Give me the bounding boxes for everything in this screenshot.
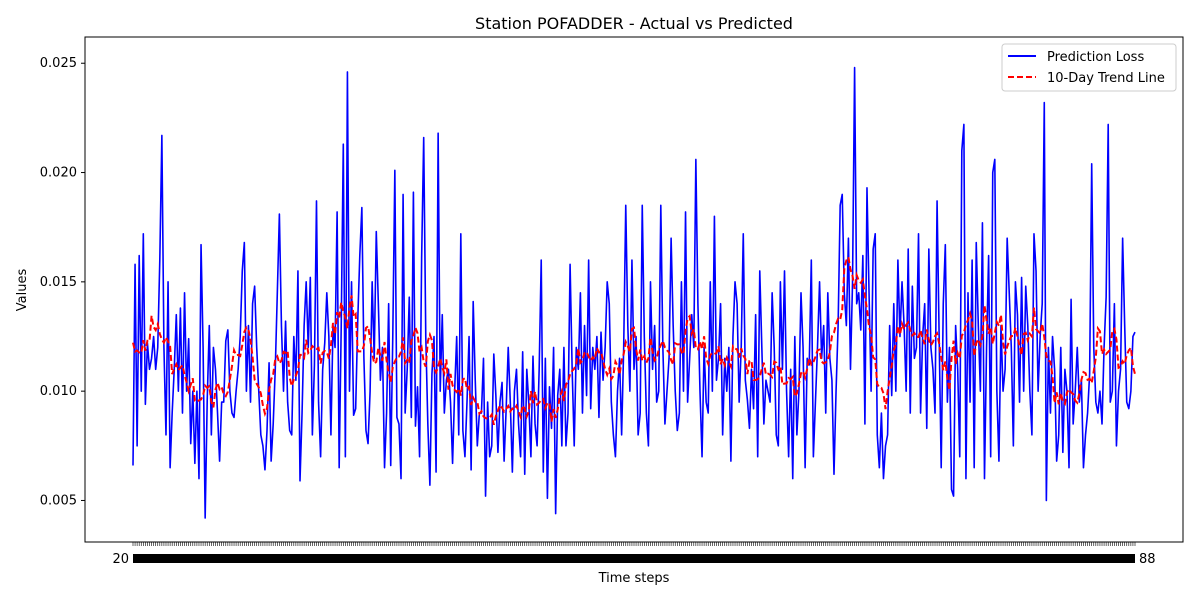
y-axis-label: Values — [15, 269, 30, 312]
legend-box — [1001, 43, 1177, 92]
x-axis-label: Time steps — [598, 571, 670, 586]
series-line-trend — [132, 254, 1136, 426]
y-tick-label: 0.020 — [40, 166, 77, 181]
series-line-prediction-loss — [132, 66, 1136, 519]
legend-label-prediction-loss: Prediction Loss — [1047, 50, 1144, 65]
legend: Prediction Loss 10-Day Trend Line — [1001, 43, 1177, 92]
series-layer — [132, 66, 1136, 519]
x-axis: 20 88 — [112, 542, 1156, 567]
x-tick-label-band — [133, 554, 1135, 563]
x-tick-label-first: 20 — [112, 552, 129, 567]
axes-frame — [84, 36, 1184, 543]
legend-label-trend-line: 10-Day Trend Line — [1047, 71, 1165, 86]
x-tick-label-last: 88 — [1139, 552, 1156, 567]
y-tick-label: 0.015 — [40, 275, 77, 290]
y-tick-label: 0.010 — [40, 384, 77, 399]
y-tick-label: 0.025 — [40, 56, 77, 71]
y-tick-label: 0.005 — [40, 493, 77, 508]
chart-title: Station POFADDER - Actual vs Predicted — [475, 14, 793, 33]
y-axis: 0.005 0.010 0.015 0.020 0.025 — [40, 56, 85, 508]
